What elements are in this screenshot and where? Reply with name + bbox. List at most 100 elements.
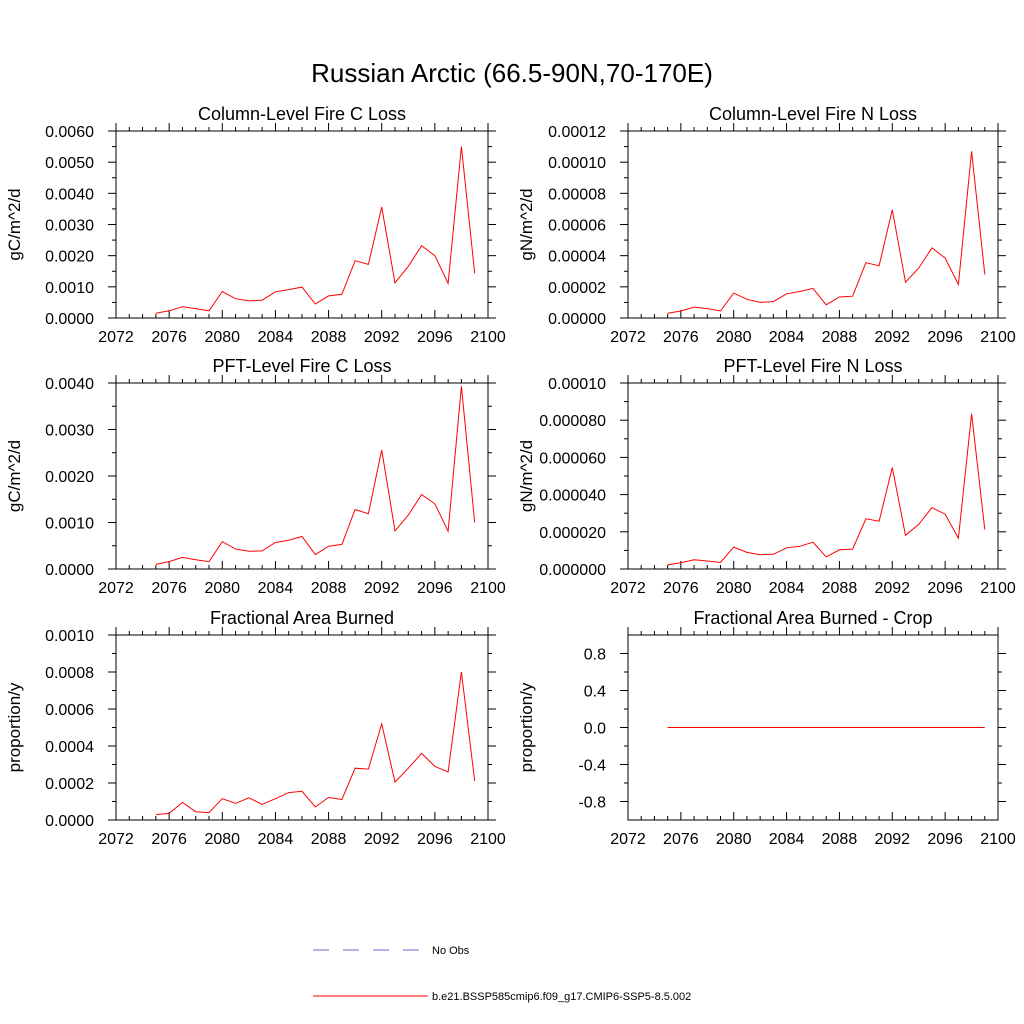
y-tick-label: 0.0040	[45, 186, 94, 203]
x-tick-label: 2080	[716, 329, 752, 346]
y-tick-label: 0.0020	[45, 249, 94, 266]
y-tick-label: 0.00012	[548, 124, 606, 141]
x-tick-label: 2100	[980, 580, 1016, 597]
x-tick-label: 2096	[417, 831, 453, 848]
x-tick-label: 2092	[364, 580, 400, 597]
x-tick-label: 2096	[927, 831, 963, 848]
x-tick-label: 2084	[769, 580, 805, 597]
y-tick-label: 0.0060	[45, 124, 94, 141]
x-tick-label: 2100	[470, 580, 506, 597]
y-tick-label: 0.000040	[539, 488, 606, 505]
x-tick-label: 2072	[610, 831, 646, 848]
x-tick-label: 2092	[874, 580, 910, 597]
y-tick-label: 0.00006	[548, 218, 606, 235]
x-tick-label: 2092	[874, 329, 910, 346]
chart-panel-2: Column-Level Fire N Loss gN/m^2/d 2072 2076…	[517, 104, 1016, 346]
series-line-1	[667, 151, 986, 314]
x-tick-label: 2084	[258, 580, 294, 597]
x-tick-label: 2092	[364, 831, 400, 848]
y-tick-label: 0.0010	[45, 516, 94, 533]
y-tick-label: 0.0010	[45, 628, 94, 645]
y-axis-label: gN/m^2/d	[517, 440, 536, 512]
y-tick-label: 0.0002	[45, 776, 94, 793]
x-tick-label: 2096	[417, 580, 453, 597]
x-tick-label: 2096	[417, 329, 453, 346]
y-tick-label: 0.0000	[45, 562, 94, 579]
y-tick-label: 0.0006	[45, 702, 94, 719]
x-tick-label: 2088	[311, 831, 347, 848]
chart-panel-3: PFT-Level Fire C Loss gC/m^2/d 2072 2076 208…	[5, 356, 506, 597]
x-tick-label: 2092	[364, 329, 400, 346]
y-tick-label: 0.000000	[539, 562, 606, 579]
panel-title: Column-Level Fire C Loss	[198, 104, 406, 124]
y-tick-label: 0.00000	[548, 311, 606, 328]
x-tick-label: 2100	[980, 831, 1016, 848]
y-tick-label: -0.8	[578, 795, 606, 812]
y-axis-label: proportion/y	[5, 682, 24, 772]
x-tick-label: 2076	[151, 580, 187, 597]
y-tick-label: 0.0030	[45, 218, 94, 235]
x-tick-label: 2080	[716, 831, 752, 848]
y-tick-label: 0.0	[584, 721, 606, 738]
y-tick-label: 0.00004	[548, 249, 606, 266]
chart-panel-6: Fractional Area Burned - Crop proportion/…	[517, 608, 1016, 848]
x-tick-label: 2088	[822, 831, 858, 848]
plot-frame	[115, 130, 489, 319]
plot-frame	[115, 634, 489, 821]
x-tick-label: 2076	[151, 329, 187, 346]
y-tick-label: 0.0030	[45, 423, 94, 440]
legend: No Obs b.e21.BSSP585cmip6.f09_g17.CMIP6-…	[313, 945, 691, 1003]
x-tick-label: 2084	[258, 329, 294, 346]
x-tick-label: 2088	[311, 580, 347, 597]
y-tick-label: 0.00002	[548, 280, 606, 297]
y-tick-label: 0.00010	[548, 376, 606, 393]
y-tick-label: 0.8	[584, 647, 606, 664]
x-tick-label: 2100	[470, 329, 506, 346]
panel-title: Fractional Area Burned - Crop	[693, 608, 932, 628]
x-tick-label: 2072	[98, 329, 134, 346]
legend-obs-label: No Obs	[432, 945, 470, 957]
y-tick-label: 0.0000	[45, 813, 94, 830]
chart-panels: Column-Level Fire C Loss gC/m^2/d 2072 2076…	[5, 104, 1016, 848]
x-tick-label: 2076	[663, 580, 699, 597]
series-line-1	[667, 413, 986, 566]
y-tick-label: 0.00010	[548, 155, 606, 172]
y-tick-label: 0.0004	[45, 739, 94, 756]
legend-model-label: b.e21.BSSP585cmip6.f09_g17.CMIP6-SSP5-8.…	[432, 991, 691, 1003]
y-axis-label: gC/m^2/d	[5, 188, 24, 260]
x-tick-label: 2084	[769, 329, 805, 346]
x-tick-label: 2072	[98, 831, 134, 848]
series-line-1	[155, 386, 476, 565]
y-axis-label: gC/m^2/d	[5, 440, 24, 512]
plot-frame	[627, 130, 999, 319]
x-tick-label: 2100	[980, 329, 1016, 346]
series-line-1	[155, 146, 476, 314]
plot-frame	[627, 382, 999, 570]
y-tick-label: 0.4	[584, 684, 606, 701]
x-tick-label: 2088	[311, 329, 347, 346]
x-tick-label: 2084	[258, 831, 294, 848]
y-axis-label: gN/m^2/d	[517, 188, 536, 260]
y-tick-label: 0.00008	[548, 186, 606, 203]
panel-title: Fractional Area Burned	[210, 608, 394, 628]
series-line-1	[155, 671, 476, 815]
y-tick-label: 0.0040	[45, 376, 94, 393]
y-tick-label: 0.0050	[45, 155, 94, 172]
y-tick-label: 0.000060	[539, 450, 606, 467]
x-tick-label: 2088	[822, 580, 858, 597]
chart-panel-1: Column-Level Fire C Loss gC/m^2/d 2072 2076…	[5, 104, 506, 346]
y-tick-label: 0.000020	[539, 525, 606, 542]
x-tick-label: 2072	[610, 580, 646, 597]
x-tick-label: 2088	[822, 329, 858, 346]
panel-title: PFT-Level Fire N Loss	[723, 356, 902, 376]
y-tick-label: -0.4	[578, 758, 606, 775]
x-tick-label: 2076	[151, 831, 187, 848]
y-tick-label: 0.0008	[45, 665, 94, 682]
x-tick-label: 2076	[663, 831, 699, 848]
y-axis-label: proportion/y	[517, 682, 536, 772]
x-tick-label: 2072	[610, 329, 646, 346]
x-tick-label: 2072	[98, 580, 134, 597]
x-tick-label: 2096	[927, 580, 963, 597]
plot-frame	[115, 382, 489, 570]
figure-title: Russian Arctic (66.5-90N,70-170E)	[311, 58, 713, 88]
